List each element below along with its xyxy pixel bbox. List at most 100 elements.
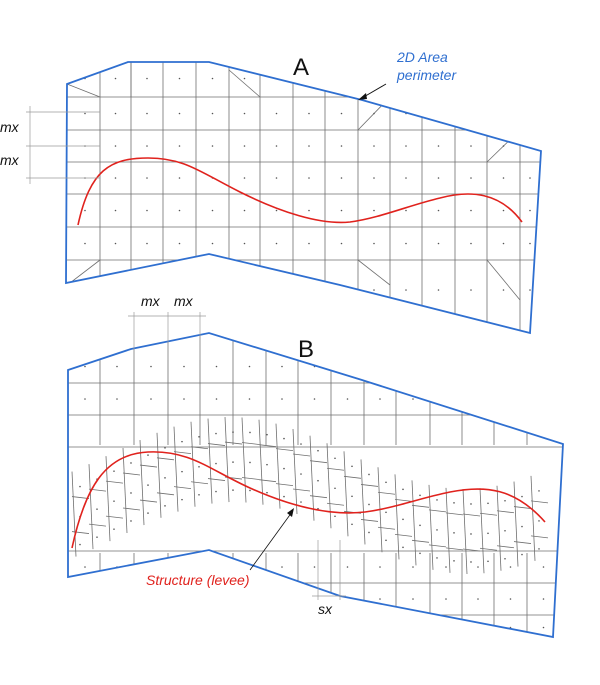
mesh-edge [326,467,345,471]
cell-center [334,487,336,490]
cell-center [445,365,447,368]
mesh-edge [309,495,328,499]
mesh-edge [228,69,261,98]
cell-center [300,443,302,445]
cell-center [308,209,310,212]
cell-center [379,598,381,600]
cell-center [116,598,118,600]
cell-center [243,112,246,115]
cell-center [445,566,447,568]
cell-center [436,529,438,531]
cell-center [178,145,181,147]
mesh-edge [486,259,521,301]
cell-center [419,552,421,555]
mx-label-b2: mx [174,293,194,309]
cell-center [529,242,531,245]
cell-center [529,289,531,291]
mesh-edge [207,478,226,481]
cell-center [437,242,440,245]
mesh-edge [496,485,502,571]
cell-center [502,289,505,291]
cell-center [147,512,149,514]
cell-center [114,209,117,212]
cell-center [283,467,285,470]
cell-center [521,553,523,556]
cell-center [198,465,200,468]
mesh-edge [190,421,196,507]
mesh-edge [513,481,519,567]
cell-center [412,626,414,629]
cell-center [266,433,268,436]
mesh-edge [292,429,298,515]
cell-center [317,479,319,482]
cell-center [215,626,218,629]
cell-center [164,447,166,449]
cell-center [405,289,407,291]
mesh-edge [530,500,549,504]
cell-center [385,481,387,484]
cell-center [402,518,404,521]
cell-center [84,289,86,291]
cell-center [373,242,375,245]
cell-center [470,112,472,115]
cell-center [317,449,319,452]
cell-center [275,209,278,212]
mesh-edge [292,488,311,492]
mesh-edge [275,448,294,451]
cell-center [215,462,217,465]
cell-center [308,289,310,291]
cell-center [487,560,489,563]
cell-center [504,557,506,560]
cell-center [146,145,148,147]
cell-center [248,398,251,400]
mesh-edge [88,464,94,550]
mesh-edge [122,507,141,511]
cell-center [178,289,181,291]
cell-center [84,112,86,115]
cell-center [412,566,414,568]
perimeter-arrow [358,83,387,100]
cell-center [249,489,251,492]
cell-center [178,112,181,115]
cell-center [147,454,149,456]
mesh-edge [258,479,277,483]
mesh-edge [513,506,532,509]
sx-dimension [312,540,346,600]
mesh-edge [173,486,192,490]
cell-center [313,626,316,629]
cell-center [445,398,447,400]
mesh-edge [357,259,391,286]
cell-center [266,491,268,494]
cell-center [116,365,118,368]
mesh-edge [479,488,485,574]
cell-center [379,365,381,368]
cell-center [502,112,505,115]
cell-center [275,177,278,179]
cell-center [178,242,181,245]
mesh-edge [105,480,124,484]
mesh-edge [479,512,498,516]
mesh-edge [411,539,430,543]
cell-center [405,145,407,147]
cell-center [211,209,214,212]
cell-center [521,525,523,528]
cell-center [340,177,343,179]
cell-center [373,177,375,179]
cell-center [248,365,251,368]
cell-center [308,242,310,245]
cell-center [150,566,152,568]
cell-center [470,242,472,245]
cell-center [538,490,540,492]
mesh-edge [411,504,430,508]
mesh-edge [360,459,366,545]
cell-center [402,546,404,549]
cell-center [542,626,545,629]
cell-center [529,145,531,147]
mesh-edge [275,423,281,509]
mesh-edge [462,488,468,575]
cell-center [243,177,246,179]
mesh-edge [122,447,128,533]
mesh-edge [88,523,107,527]
diagram-a: mx mx A 2D Area perimeter [0,49,542,335]
cell-center [211,77,214,80]
